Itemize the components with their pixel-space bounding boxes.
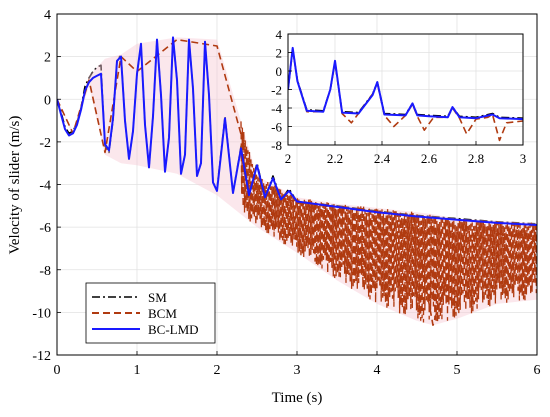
main-ytick-label: 2 bbox=[44, 51, 51, 66]
main-xtick-label: 4 bbox=[374, 363, 381, 378]
main-ytick-label: 0 bbox=[44, 93, 51, 108]
main-ytick-label: -4 bbox=[39, 179, 51, 194]
inset-ytick-label: -8 bbox=[271, 138, 282, 153]
y-axis-title: Velocity of slider (m/s) bbox=[7, 116, 23, 255]
main-ytick-label: -8 bbox=[39, 264, 51, 279]
inset-xtick-label: 2.2 bbox=[327, 151, 343, 166]
main-xtick-label: 5 bbox=[454, 363, 461, 378]
main-ytick-label: 4 bbox=[44, 8, 51, 23]
inset-ytick-label: 0 bbox=[276, 64, 283, 79]
inset-ytick-label: -2 bbox=[271, 83, 282, 98]
inset-xtick-label: 2.8 bbox=[468, 151, 484, 166]
main-series-group bbox=[57, 36, 537, 326]
inset-xtick-label: 2.6 bbox=[421, 151, 438, 166]
main-ytick-label: -6 bbox=[39, 221, 51, 236]
legend-label-bc-lmd: BC-LMD bbox=[148, 322, 199, 337]
inset-line-bc-lmd bbox=[288, 46, 523, 121]
inset-ytick-label: -6 bbox=[271, 120, 282, 135]
main-ytick-label: -12 bbox=[32, 349, 51, 364]
inset-ytick-label: -4 bbox=[271, 101, 282, 116]
main-xtick-label: 3 bbox=[294, 363, 301, 378]
inset-series-group bbox=[288, 46, 523, 142]
legend-label-sm: SM bbox=[148, 290, 167, 305]
x-axis-title: Time (s) bbox=[272, 390, 323, 406]
inset-xtick-label: 2.4 bbox=[374, 151, 391, 166]
main-xtick-label: 2 bbox=[214, 363, 221, 378]
main-ytick-label: -10 bbox=[32, 306, 51, 321]
legend-label-bcm: BCM bbox=[148, 306, 177, 321]
main-xtick-label: 1 bbox=[134, 363, 141, 378]
inset-xtick-label: 2 bbox=[285, 151, 292, 166]
legend: SM BCM BC-LMD bbox=[85, 282, 216, 344]
main-line-bcm bbox=[57, 38, 537, 326]
main-xtick-label: 0 bbox=[54, 363, 61, 378]
inset-ytick-label: 2 bbox=[276, 46, 283, 61]
inset-xtick-label: 3 bbox=[520, 151, 527, 166]
inset-ytick-label: 4 bbox=[276, 27, 283, 42]
main-line-bc-lmd bbox=[57, 36, 537, 226]
main-ytick-label: -2 bbox=[39, 136, 51, 151]
main-ticks: 0 1 2 3 4 5 6 -12 -10 -8 -6 -4 -2 0 2 4 bbox=[32, 8, 540, 378]
inset-ticks: 2 2.2 2.4 2.6 2.8 3 -8 -6 -4 -2 0 2 4 bbox=[271, 27, 526, 166]
main-xtick-label: 6 bbox=[534, 363, 541, 378]
